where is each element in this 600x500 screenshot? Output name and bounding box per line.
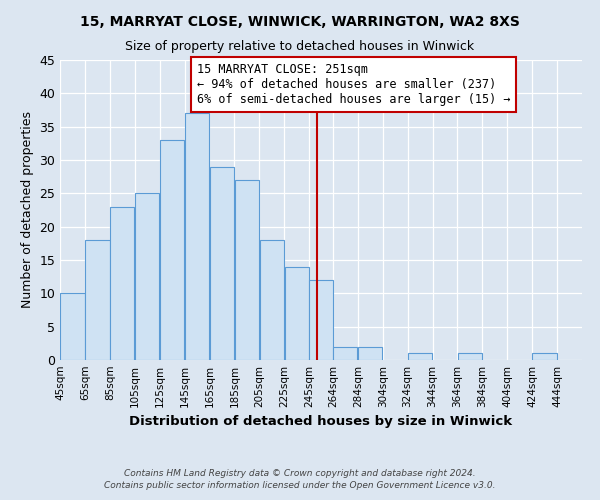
Bar bbox=[408, 354, 432, 360]
Bar bbox=[310, 280, 332, 360]
Bar bbox=[260, 240, 284, 360]
Bar bbox=[160, 140, 184, 360]
Bar bbox=[284, 266, 309, 360]
X-axis label: Distribution of detached houses by size in Winwick: Distribution of detached houses by size … bbox=[130, 416, 512, 428]
Text: Size of property relative to detached houses in Winwick: Size of property relative to detached ho… bbox=[125, 40, 475, 53]
Text: Contains HM Land Registry data © Crown copyright and database right 2024.
Contai: Contains HM Land Registry data © Crown c… bbox=[104, 468, 496, 490]
Bar bbox=[358, 346, 382, 360]
Y-axis label: Number of detached properties: Number of detached properties bbox=[21, 112, 34, 308]
Bar bbox=[61, 294, 85, 360]
Bar bbox=[333, 346, 358, 360]
Bar bbox=[235, 180, 259, 360]
Bar bbox=[185, 114, 209, 360]
Bar bbox=[458, 354, 482, 360]
Bar bbox=[110, 206, 134, 360]
Bar bbox=[532, 354, 557, 360]
Text: 15, MARRYAT CLOSE, WINWICK, WARRINGTON, WA2 8XS: 15, MARRYAT CLOSE, WINWICK, WARRINGTON, … bbox=[80, 15, 520, 29]
Bar bbox=[85, 240, 110, 360]
Text: 15 MARRYAT CLOSE: 251sqm
← 94% of detached houses are smaller (237)
6% of semi-d: 15 MARRYAT CLOSE: 251sqm ← 94% of detach… bbox=[197, 64, 511, 106]
Bar bbox=[135, 194, 160, 360]
Bar bbox=[210, 166, 234, 360]
